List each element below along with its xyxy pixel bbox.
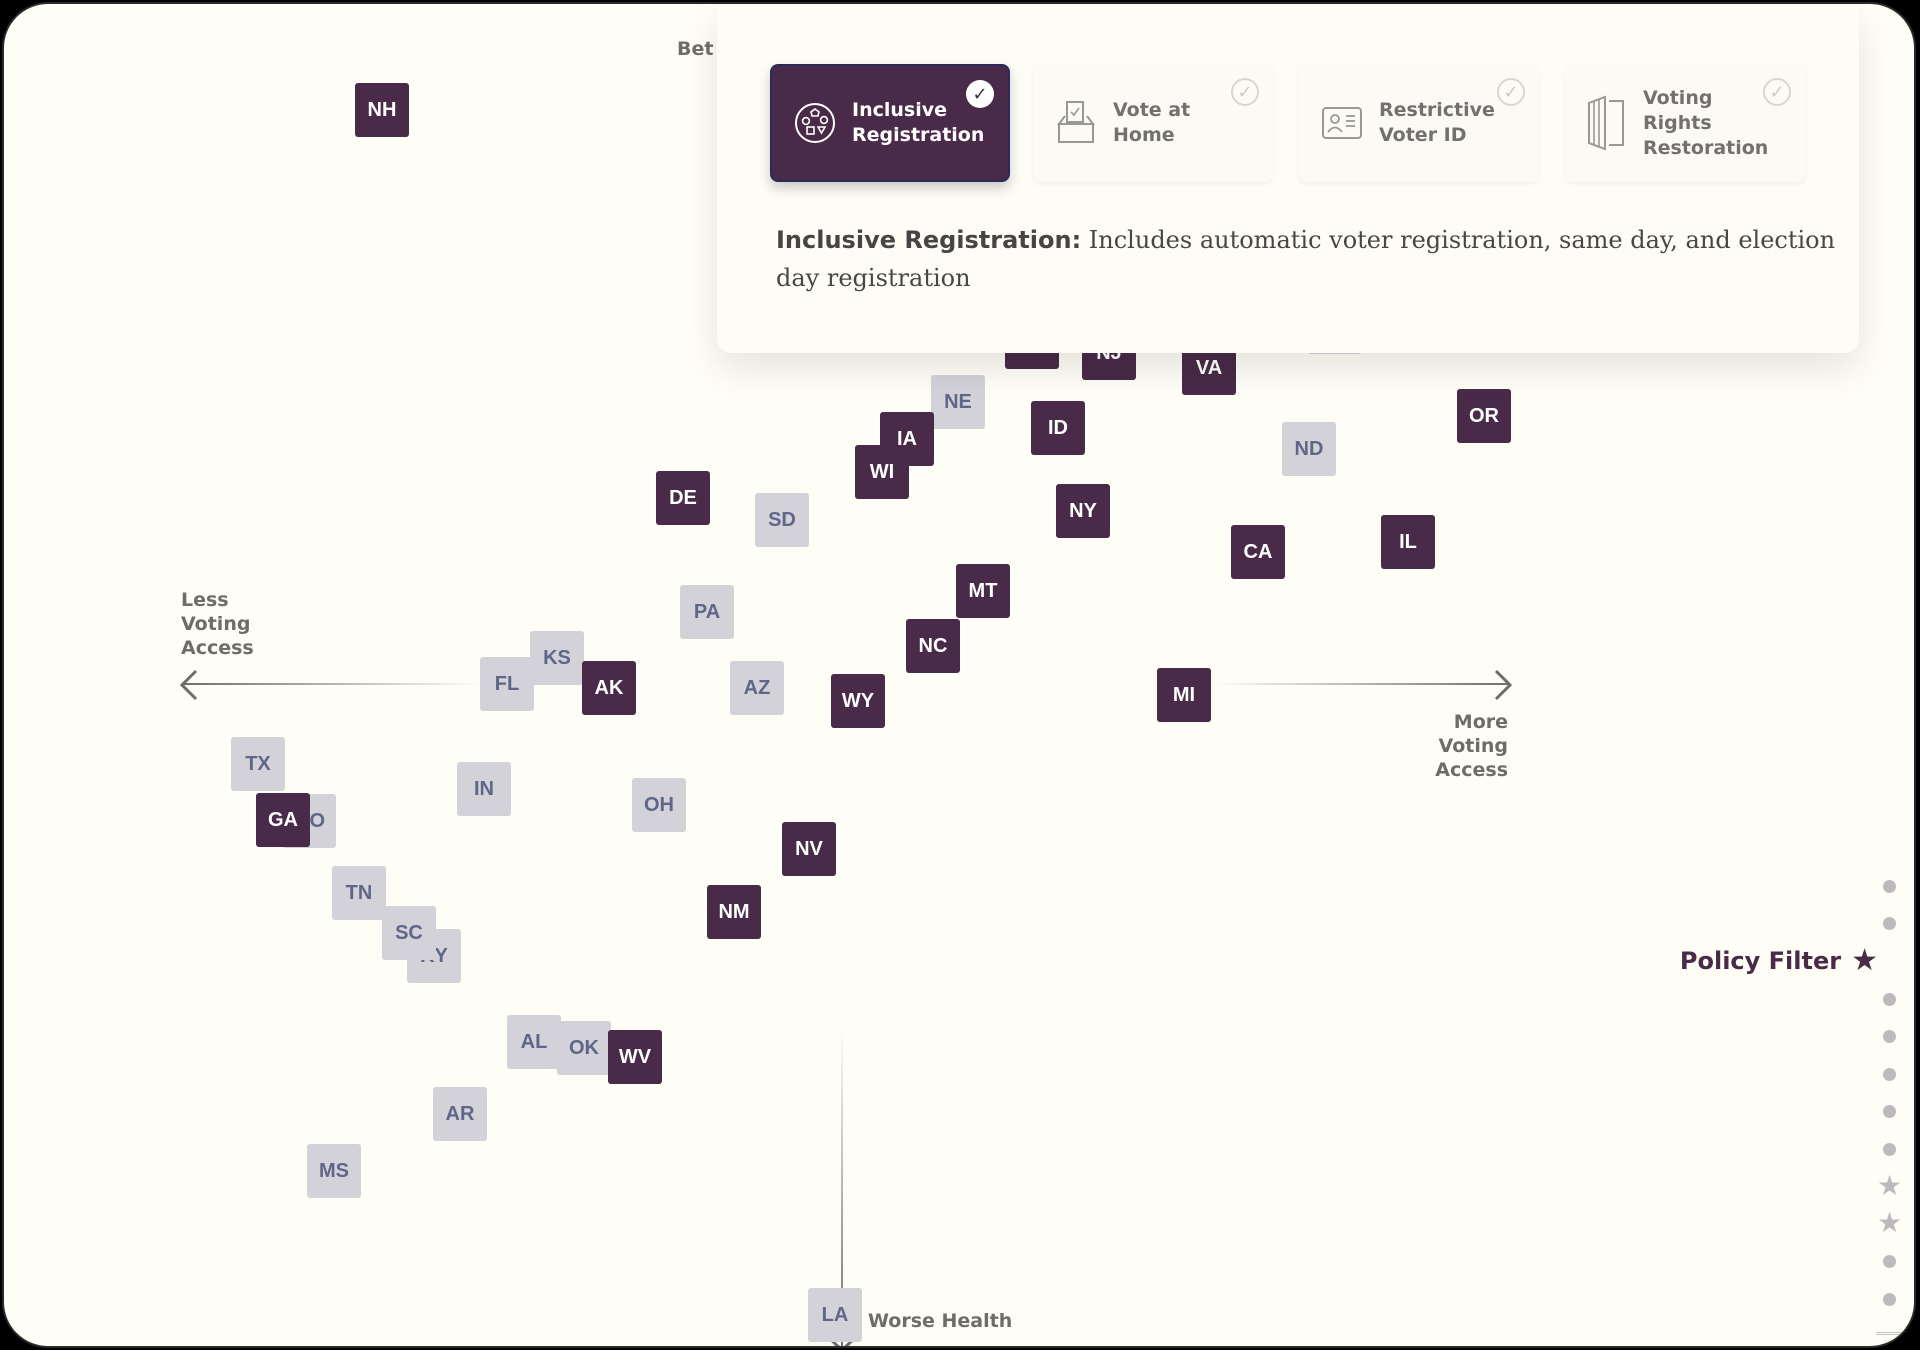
arrow-right-icon [1494, 669, 1513, 701]
label-line: Voting [181, 613, 251, 635]
nav-dot[interactable] [1883, 1068, 1896, 1081]
state-marker-de[interactable]: DE [656, 471, 710, 525]
card-label: Vote at Home [1113, 98, 1190, 148]
open-door-icon [1588, 95, 1624, 151]
label-line: Registration [852, 124, 985, 146]
label-line: More [1453, 711, 1508, 733]
nav-dot[interactable] [1883, 1255, 1896, 1268]
card-label: Restrictive Voter ID [1379, 98, 1495, 148]
nav-dot[interactable] [1883, 880, 1896, 893]
state-marker-ok[interactable]: OK [557, 1021, 611, 1075]
label-line: Restrictive [1379, 99, 1495, 121]
state-marker-fl[interactable]: FL [480, 657, 534, 711]
state-marker-ca[interactable]: CA [1231, 525, 1285, 579]
worse-health-label: Worse Health [868, 1310, 1013, 1332]
less-access-axis-line [182, 683, 482, 685]
nav-star-icon[interactable]: ★ [1877, 1169, 1903, 1202]
label-line: Home [1113, 124, 1175, 146]
more-access-axis-line [1214, 683, 1510, 685]
label-line: Voter ID [1379, 124, 1467, 146]
state-marker-wv[interactable]: WV [608, 1030, 662, 1084]
state-marker-wi[interactable]: WI [855, 445, 909, 499]
label-line: Access [1435, 759, 1508, 781]
nav-active-label: Policy Filter [1679, 946, 1842, 975]
nav-dot[interactable] [1883, 1293, 1896, 1306]
state-marker-ak[interactable]: AK [582, 661, 636, 715]
state-marker-la[interactable]: LA [808, 1288, 862, 1342]
label-line: Vote at [1113, 99, 1191, 121]
state-marker-sd[interactable]: SD [755, 493, 809, 547]
state-marker-nv[interactable]: NV [782, 822, 836, 876]
state-marker-ks[interactable]: KS [530, 631, 584, 685]
policy-description: Inclusive Registration: Includes automat… [776, 221, 1836, 297]
state-marker-tx[interactable]: TX [231, 737, 285, 791]
more-voting-access-label: More Voting Access [1404, 710, 1508, 782]
state-marker-wy[interactable]: WY [831, 674, 885, 728]
state-marker-az[interactable]: AZ [730, 661, 784, 715]
nav-dot[interactable] [1883, 917, 1896, 930]
nav-dot[interactable] [1883, 1105, 1896, 1118]
check-icon: ✓ [966, 80, 994, 108]
label-line: Voting [1643, 86, 1713, 109]
nav-item-policy-filter[interactable]: Policy Filter ★ [1680, 943, 1878, 978]
star-icon: ★ [1851, 943, 1878, 978]
state-marker-ny[interactable]: NY [1056, 484, 1110, 538]
check-icon: ✓ [1763, 78, 1791, 106]
state-marker-in[interactable]: IN [457, 762, 511, 816]
state-marker-nd[interactable]: ND [1282, 422, 1336, 476]
state-marker-al[interactable]: AL [507, 1015, 561, 1069]
label-line: Restoration [1643, 136, 1769, 159]
card-label: Inclusive Registration [852, 98, 984, 148]
state-marker-id[interactable]: ID [1031, 401, 1085, 455]
policy-card-restrictive-voter-id[interactable]: Restrictive Voter ID ✓ [1299, 64, 1539, 182]
worse-health-axis-line [841, 1029, 843, 1346]
nav-dot[interactable] [1883, 993, 1896, 1006]
arrow-left-icon [179, 669, 198, 701]
id-card-icon [1322, 107, 1362, 139]
state-marker-ne[interactable]: NE [931, 375, 985, 429]
diverse-people-circle-icon [795, 103, 835, 143]
arrow-down-icon [827, 1336, 857, 1346]
policy-filter-panel: Inclusive Registration ✓ Vote at Home ✓ [717, 4, 1859, 353]
nav-end-marker [1876, 1332, 1902, 1335]
nav-dot[interactable] [1883, 1143, 1896, 1156]
state-marker-oh[interactable]: OH [632, 778, 686, 832]
state-marker-sc[interactable]: SC [382, 906, 436, 960]
label-line: Inclusive [852, 99, 947, 121]
state-marker-ga[interactable]: GA [256, 793, 310, 847]
policy-card-vote-at-home[interactable]: Vote at Home ✓ [1033, 64, 1273, 182]
label-line: Voting [1438, 735, 1508, 757]
ballot-box-icon [1057, 101, 1095, 143]
less-voting-access-label: Less Voting Access [181, 588, 254, 660]
state-marker-ar[interactable]: AR [433, 1087, 487, 1141]
check-icon: ✓ [1497, 78, 1525, 106]
state-marker-nc[interactable]: NC [906, 619, 960, 673]
state-marker-il[interactable]: IL [1381, 515, 1435, 569]
state-marker-or[interactable]: OR [1457, 389, 1511, 443]
state-marker-tn[interactable]: TN [332, 866, 386, 920]
card-label: Voting Rights Restoration [1643, 86, 1768, 161]
label-line: Access [181, 637, 254, 659]
policy-card-voting-rights-restoration[interactable]: Voting Rights Restoration ✓ [1565, 64, 1805, 182]
label-line: Less [181, 589, 229, 611]
state-marker-ms[interactable]: MS [307, 1144, 361, 1198]
nav-dot[interactable] [1883, 1030, 1896, 1043]
state-marker-pa[interactable]: PA [680, 585, 734, 639]
check-icon: ✓ [1231, 78, 1259, 106]
policy-description-title: Inclusive Registration: [776, 226, 1082, 254]
state-marker-mi[interactable]: MI [1157, 668, 1211, 722]
state-marker-mt[interactable]: MT [956, 564, 1010, 618]
better-health-label: Bet [677, 38, 714, 60]
state-marker-nm[interactable]: NM [707, 885, 761, 939]
policy-description-body: Includes automatic voter registration, s… [776, 226, 1836, 292]
state-marker-nh[interactable]: NH [355, 83, 409, 137]
label-line: Rights [1643, 111, 1712, 134]
policy-card-inclusive-registration[interactable]: Inclusive Registration ✓ [770, 64, 1010, 182]
nav-star-icon[interactable]: ★ [1877, 1206, 1903, 1239]
